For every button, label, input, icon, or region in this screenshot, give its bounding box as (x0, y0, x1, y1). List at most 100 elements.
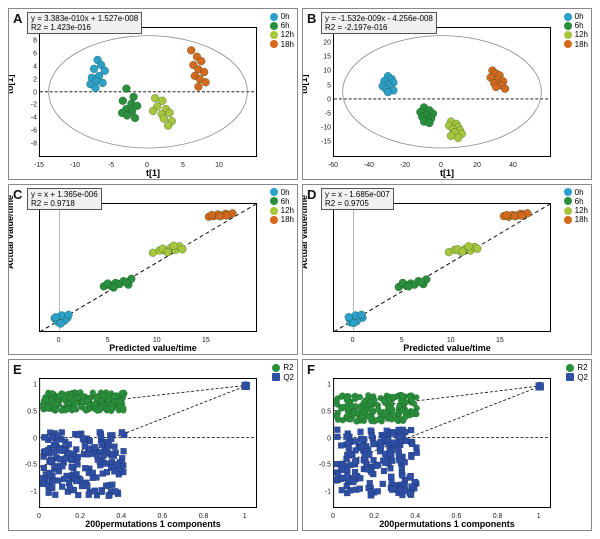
y-tick: -10 (315, 125, 331, 132)
y-tick: -4 (21, 115, 37, 122)
x-tick: 0.6 (452, 513, 462, 520)
legend-item: R2 (566, 363, 588, 372)
y-axis-label: to[1] (302, 74, 309, 94)
legend-label: 12h (575, 206, 588, 215)
legend-swatch-icon (564, 216, 572, 224)
x-tick: 0.6 (158, 513, 168, 520)
x-tick: 10 (215, 162, 223, 169)
equation-box: y = -1.532e-009x - 4.256e-008R2 = -2.197… (321, 12, 437, 34)
legend-item: Q2 (566, 373, 588, 382)
legend-swatch-icon (270, 31, 278, 39)
legend-swatch-icon (564, 197, 572, 205)
y-tick: 8 (21, 38, 37, 45)
x-axis-label: 200permutations 1 components (303, 519, 591, 529)
x-tick: 5 (400, 337, 404, 344)
y-tick: 0 (21, 435, 37, 442)
legend-swatch-icon (270, 197, 278, 205)
panel-label: C (13, 187, 22, 202)
panel-label: B (307, 11, 316, 26)
legend-label: R2 (283, 363, 293, 372)
x-axis-label: t[1] (9, 168, 297, 178)
legend-label: 12h (575, 30, 588, 39)
legend: 0h6h12h18h (564, 188, 588, 225)
x-tick: 40 (509, 162, 517, 169)
y-axis-label: to[1] (8, 74, 15, 94)
y-tick: 6 (21, 51, 37, 58)
legend-swatch-icon (270, 13, 278, 21)
x-tick: 5 (106, 337, 110, 344)
y-tick: 10 (315, 68, 331, 75)
legend-item: Q2 (272, 373, 294, 382)
x-tick: 10 (153, 337, 161, 344)
panel-F: FR2Q2200permutations 1 components00.20.4… (302, 359, 592, 531)
legend-swatch-icon (566, 373, 574, 381)
y-tick: 5 (315, 82, 331, 89)
x-tick: 15 (202, 337, 210, 344)
plot-area (39, 27, 257, 157)
legend-swatch-icon (272, 373, 280, 381)
y-tick: -8 (21, 140, 37, 147)
y-tick: 20 (315, 39, 331, 46)
x-tick: 1 (537, 513, 541, 520)
panel-label: E (13, 362, 22, 377)
x-axis-label: Predicted value/time (9, 343, 297, 353)
legend-item: 6h (564, 21, 588, 30)
panel-label: F (307, 362, 315, 377)
panel-B: By = -1.532e-009x - 4.256e-008R2 = -2.19… (302, 8, 592, 180)
legend-swatch-icon (270, 216, 278, 224)
y-axis-label: Actual value/time (8, 195, 15, 269)
legend-item: 18h (564, 40, 588, 49)
equation-r2: R2 = 0.9705 (325, 199, 390, 208)
legend-swatch-icon (270, 207, 278, 215)
legend-swatch-icon (564, 22, 572, 30)
x-tick: -20 (400, 162, 410, 169)
x-tick: -10 (70, 162, 80, 169)
equation-line: y = x - 1.685e-007 (325, 190, 390, 199)
equation-box: y = x + 1.365e-006R2 = 0.9718 (27, 188, 102, 210)
legend-item: 0h (564, 12, 588, 21)
legend-item: 18h (270, 40, 294, 49)
legend-item: 6h (270, 21, 294, 30)
equation-box: y = x - 1.685e-007R2 = 0.9705 (321, 188, 394, 210)
legend-swatch-icon (272, 364, 280, 372)
legend-swatch-icon (270, 188, 278, 196)
y-tick: 1 (21, 382, 37, 389)
legend-swatch-icon (566, 364, 574, 372)
y-tick: -0.5 (315, 462, 331, 469)
legend-swatch-icon (270, 22, 278, 30)
plot-area (333, 27, 551, 157)
x-tick: 0 (37, 513, 41, 520)
x-tick: 15 (496, 337, 504, 344)
legend-label: Q2 (577, 373, 588, 382)
x-tick: 0.8 (493, 513, 503, 520)
x-tick: 20 (473, 162, 481, 169)
plot-area (39, 378, 257, 508)
x-axis-label: t[1] (303, 168, 591, 178)
legend-label: 0h (575, 12, 584, 21)
y-tick: 15 (315, 54, 331, 61)
y-tick: -1 (315, 489, 331, 496)
legend-label: 18h (575, 215, 588, 224)
x-tick: 5 (181, 162, 185, 169)
legend-swatch-icon (564, 188, 572, 196)
legend-label: R2 (577, 363, 587, 372)
legend-item: R2 (272, 363, 294, 372)
legend-swatch-icon (564, 40, 572, 48)
y-tick: -1 (21, 489, 37, 496)
x-tick: 0 (57, 337, 61, 344)
legend: 0h6h12h18h (564, 12, 588, 49)
plot-area (333, 203, 551, 333)
legend-swatch-icon (564, 13, 572, 21)
panel-label: D (307, 187, 316, 202)
equation-line: y = -1.532e-009x - 4.256e-008 (325, 14, 433, 23)
legend: 0h6h12h18h (270, 12, 294, 49)
panel-A: Ay = 3.383e-010x + 1.527e-008R2 = 1.423e… (8, 8, 298, 180)
plot-area (39, 203, 257, 333)
legend: R2Q2 (272, 363, 294, 381)
legend-swatch-icon (564, 31, 572, 39)
legend-label: 12h (281, 30, 294, 39)
legend-label: 0h (575, 188, 584, 197)
x-tick: -15 (34, 162, 44, 169)
equation-line: y = x + 1.365e-006 (31, 190, 98, 199)
legend-label: 6h (281, 21, 290, 30)
